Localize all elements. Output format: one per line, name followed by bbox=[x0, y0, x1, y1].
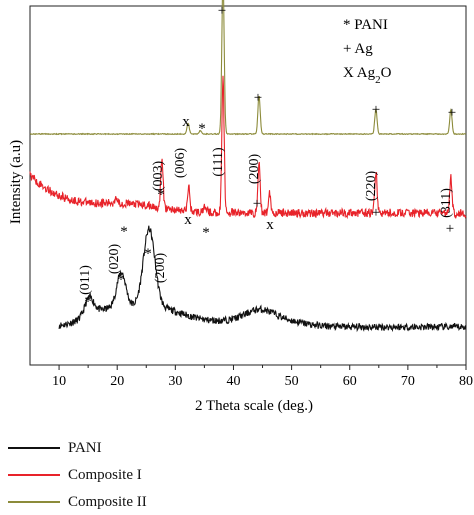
phase-marker: + bbox=[446, 221, 454, 237]
y-axis-label: Intensity (a.u) bbox=[8, 140, 24, 224]
series-line-pani bbox=[58, 225, 467, 333]
plot-annotations: +++ +x ***(003)x(006)*(111)+(200)x+(220)+(… bbox=[78, 3, 456, 310]
phase-marker: x bbox=[266, 217, 274, 233]
phase-marker: * bbox=[157, 187, 165, 203]
legend-swatch-composite-ii bbox=[8, 501, 60, 503]
legend-swatch-pani bbox=[8, 447, 60, 449]
phase-marker: + bbox=[254, 90, 262, 106]
miller-index-label: (011) bbox=[78, 265, 93, 295]
x-tick-label-60: 60 bbox=[343, 374, 357, 389]
phase-marker: + bbox=[218, 3, 226, 19]
phase-marker: + bbox=[372, 205, 380, 221]
x-tick-label-30: 30 bbox=[168, 374, 182, 389]
x-tick-label-80: 80 bbox=[459, 374, 473, 389]
phase-key-item: X Ag2O bbox=[343, 65, 392, 86]
series-line-composite-i bbox=[29, 75, 467, 220]
x-axis-label: 2 Theta scale (deg.) bbox=[195, 398, 313, 414]
legend-label-pani: PANI bbox=[68, 440, 102, 456]
phase-key-item: + Ag bbox=[343, 41, 373, 57]
x-tick-label-10: 10 bbox=[52, 374, 66, 389]
phase-marker: * bbox=[198, 121, 206, 137]
legend-swatch-composite-i bbox=[8, 474, 60, 476]
miller-index-label: (006) bbox=[173, 148, 188, 179]
miller-index-label: (200) bbox=[247, 154, 262, 185]
phase-marker: + bbox=[448, 105, 456, 121]
phase-marker: + bbox=[372, 102, 380, 118]
miller-index-label: (200) bbox=[153, 253, 168, 284]
x-tick-label-50: 50 bbox=[285, 374, 299, 389]
legend-item-composite-ii: Composite II bbox=[8, 492, 308, 512]
x-tick-label-20: 20 bbox=[110, 374, 124, 389]
phase-marker: * bbox=[117, 272, 125, 288]
phase-key-item: * PANI bbox=[343, 17, 388, 33]
phase-marker: * bbox=[144, 246, 152, 262]
miller-index-label: (003) bbox=[151, 161, 166, 192]
phase-marker: * bbox=[120, 224, 128, 240]
legend-label-composite-i: Composite I bbox=[68, 467, 142, 483]
xrd-chart: 10 20 30 40 50 60 70 80 +++ +x ***(003)x(006)*(11… bbox=[8, 0, 473, 414]
phase-marker: * bbox=[202, 225, 210, 241]
plot-frame bbox=[29, 5, 467, 366]
series-line-composite-ii bbox=[29, 0, 467, 136]
x-tick-label-40: 40 bbox=[226, 374, 240, 389]
plot-axes: 10 20 30 40 50 60 70 80 bbox=[29, 5, 473, 389]
phase-key: * PANI + Ag X Ag2O bbox=[343, 17, 392, 86]
plot-series bbox=[29, 0, 467, 333]
miller-index-label: (220) bbox=[364, 171, 379, 202]
legend-item-pani: PANI bbox=[8, 438, 308, 458]
legend-label-composite-ii: Composite II bbox=[68, 494, 147, 510]
legend-item-composite-i: Composite I bbox=[8, 465, 308, 485]
phase-marker: x bbox=[182, 114, 190, 130]
phase-marker: x bbox=[184, 212, 192, 228]
phase-marker: + bbox=[253, 196, 261, 212]
miller-index-label: (111) bbox=[211, 147, 226, 177]
phase-marker: * bbox=[84, 294, 92, 310]
miller-index-label: (020) bbox=[107, 244, 122, 275]
miller-index-label: (311) bbox=[439, 188, 454, 218]
x-tick-label-70: 70 bbox=[401, 374, 415, 389]
